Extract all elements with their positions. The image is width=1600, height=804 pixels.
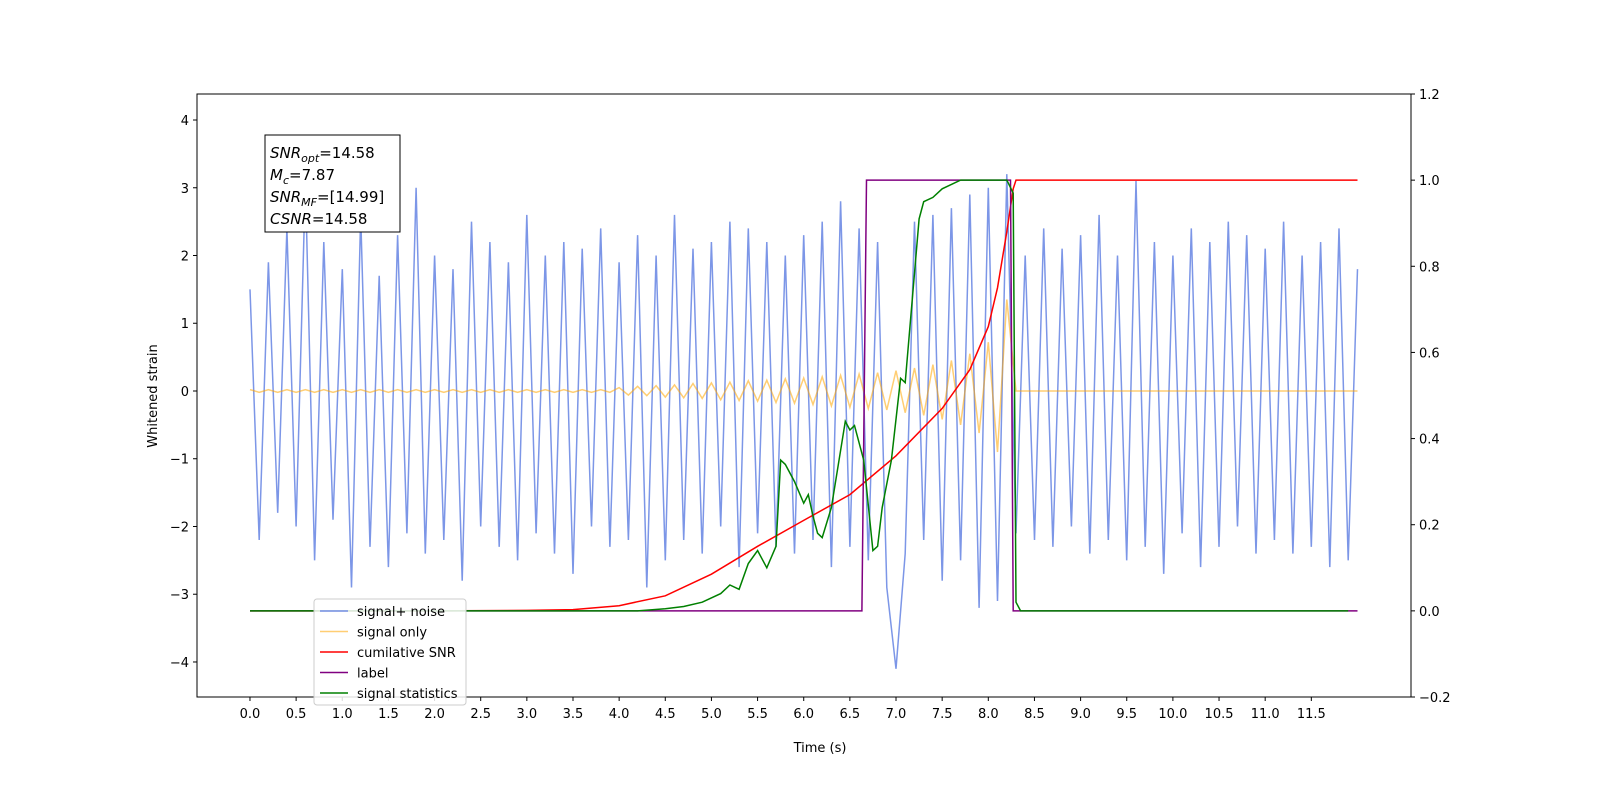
y2-tick-label: 0.6 [1419, 346, 1440, 361]
annotation-box: SNRopt=14.58Mc=7.87SNRMF=[14.99]CSNR=14.… [264, 134, 401, 233]
x-tick-label: 0.0 [240, 707, 261, 722]
annotation-text: SNRopt=14.58 [270, 144, 375, 165]
y2-tick-label: −0.2 [1419, 691, 1451, 706]
y-tick-label: −3 [170, 588, 189, 603]
y2-tick-label: 0.0 [1419, 605, 1440, 620]
legend-label: signal+ noise [357, 605, 445, 620]
y-tick-label: 2 [181, 250, 189, 265]
annotation-value: =7.87 [289, 166, 335, 184]
y2-tick-label: 1.0 [1419, 174, 1440, 189]
y-tick-label: 4 [181, 114, 189, 129]
annotation-symbol: SNR [270, 188, 301, 206]
annotation-text: CSNR=14.58 [270, 210, 367, 228]
x-tick-label: 2.0 [424, 707, 445, 722]
annotation-symbol: M [270, 166, 283, 184]
annotation-text: SNRMF=[14.99] [270, 188, 384, 209]
y2-tick-label: 0.2 [1419, 519, 1440, 534]
x-tick-label: 3.0 [517, 707, 538, 722]
x-tick-label: 6.5 [840, 707, 861, 722]
legend-label: signal statistics [357, 687, 458, 702]
x-tick-label: 0.5 [286, 707, 307, 722]
plot-area [249, 174, 1359, 669]
x-axis-label: Time (s) [793, 741, 847, 756]
series-line [250, 179, 1349, 612]
x-tick-label: 7.0 [886, 707, 907, 722]
y-tick-label: 3 [181, 182, 189, 197]
annotation-value: =14.58 [319, 144, 375, 162]
annotation-symbol: CSNR [270, 210, 312, 228]
x-tick-label: 10.5 [1205, 707, 1234, 722]
x-tick-label: 5.5 [747, 707, 768, 722]
series-line [249, 174, 1359, 669]
x-tick-label: 6.0 [793, 707, 814, 722]
x-tick-label: 10.0 [1158, 707, 1187, 722]
y-tick-label: 1 [181, 317, 189, 332]
x-tick-label: 7.5 [932, 707, 953, 722]
series-line [249, 299, 1358, 453]
annotation-symbol: SNR [270, 144, 301, 162]
y2-tick-label: 1.2 [1419, 88, 1440, 103]
annotation-frame [264, 134, 401, 233]
y-tick-label: −2 [170, 520, 189, 535]
annotation-subscript: c [283, 174, 289, 187]
annotation-subscript: opt [301, 152, 320, 165]
y-tick-label: −4 [170, 656, 189, 671]
y-axis-label: Whitened strain [146, 344, 161, 447]
x-tick-label: 4.5 [655, 707, 676, 722]
annotation-text: Mc=7.87 [270, 166, 335, 187]
annotation-subscript: MF [301, 196, 317, 209]
x-tick-label: 2.5 [470, 707, 491, 722]
x-tick-label: 5.0 [701, 707, 722, 722]
x-tick-label: 8.5 [1024, 707, 1045, 722]
x-tick-label: 8.0 [978, 707, 999, 722]
x-tick-label: 9.5 [1116, 707, 1137, 722]
x-tick-label: 3.5 [563, 707, 584, 722]
x-tick-label: 4.0 [609, 707, 630, 722]
y-tick-label: 0 [181, 385, 189, 400]
legend-label: cumilative SNR [357, 646, 456, 661]
x-tick-label: 11.0 [1251, 707, 1280, 722]
legend: signal+ noise signal only cumilative SNR la… [313, 598, 467, 706]
legend-label: label [357, 667, 388, 682]
legend-frame [313, 598, 467, 706]
y-tick-label: −1 [170, 453, 189, 468]
x-tick-label: 9.0 [1070, 707, 1091, 722]
annotation-value: =14.58 [312, 210, 368, 228]
x-tick-label: 1.0 [332, 707, 353, 722]
x-tick-label: 11.5 [1297, 707, 1326, 722]
y2-tick-label: 0.4 [1419, 433, 1440, 448]
x-tick-label: 1.5 [378, 707, 399, 722]
y2-tick-label: 0.8 [1419, 260, 1440, 275]
legend-label: signal only [357, 626, 427, 641]
annotation-value: =[14.99] [317, 188, 384, 206]
